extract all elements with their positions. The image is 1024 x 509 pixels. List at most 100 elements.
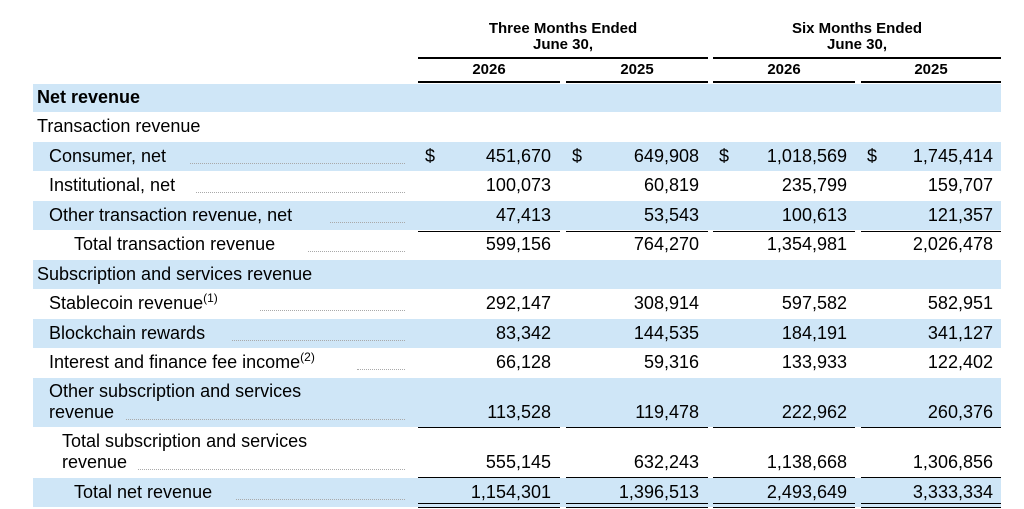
three-months-header-line1: Three Months Ended bbox=[488, 20, 638, 37]
label-other-transaction: Other transaction revenue, net bbox=[49, 205, 293, 225]
rule-above-total-transaction-c4 bbox=[861, 231, 1001, 232]
cell-total-net-c2: 1,396,513 bbox=[618, 482, 699, 502]
rule-above-total-net-c1 bbox=[418, 477, 560, 478]
cell-interest-c3: 133,933 bbox=[781, 352, 847, 372]
cell-institutional-c3: 235,799 bbox=[781, 175, 847, 195]
cell-stablecoin-c4: 582,951 bbox=[927, 293, 993, 313]
label-other-subscription-2: revenue bbox=[49, 402, 115, 422]
cell-other-transaction-c2: 53,543 bbox=[643, 205, 699, 225]
label-stablecoin: Stablecoin revenue(1) bbox=[49, 291, 218, 314]
year-rule-1 bbox=[418, 81, 560, 83]
year-rule-2 bbox=[566, 81, 708, 83]
row-bg-net-revenue bbox=[33, 84, 1001, 112]
label-total-transaction: Total transaction revenue bbox=[74, 234, 276, 254]
row-bg-other-subscription bbox=[33, 378, 1001, 427]
cell-total-subscription-c2: 632,243 bbox=[633, 452, 699, 472]
row-bg-blockchain bbox=[33, 319, 1001, 348]
rule-above-total-net-c2 bbox=[566, 477, 708, 478]
three-months-header: Three Months Ended June 30, bbox=[418, 21, 708, 53]
year-col-1: 2026 bbox=[472, 61, 506, 78]
label-net-revenue: Net revenue bbox=[37, 87, 141, 107]
rule-above-total-transaction-c2 bbox=[566, 231, 708, 232]
double-rule-total-net-c3 bbox=[713, 503, 855, 508]
cell-other-transaction-c3: 100,613 bbox=[781, 205, 847, 225]
cell-total-transaction-c2: 764,270 bbox=[633, 234, 699, 254]
row-bg-total-net bbox=[33, 478, 1001, 507]
footnote-1: (1) bbox=[203, 291, 218, 305]
stablecoin-text: Stablecoin revenue bbox=[49, 293, 204, 313]
double-rule-total-net-c2 bbox=[566, 503, 708, 508]
cell-consumer-c2: 649,908 bbox=[633, 146, 699, 166]
rule-above-total-net-c4 bbox=[861, 477, 1001, 478]
cell-other-transaction-c4: 121,357 bbox=[927, 205, 993, 225]
label-institutional-net: Institutional, net bbox=[49, 175, 176, 195]
rule-above-total-transaction-c1 bbox=[418, 231, 560, 232]
rule-above-total-subscription-c4 bbox=[861, 427, 1001, 428]
dollar-sign-col-3: $ bbox=[719, 146, 730, 166]
label-total-subscription-2: revenue bbox=[62, 452, 128, 472]
year-col-4: 2025 bbox=[914, 61, 948, 78]
cell-total-subscription-c4: 1,306,856 bbox=[912, 452, 993, 472]
label-other-subscription-1: Other subscription and services bbox=[49, 381, 302, 401]
cell-total-transaction-c3: 1,354,981 bbox=[766, 234, 847, 254]
cell-stablecoin-c2: 308,914 bbox=[633, 293, 699, 313]
dollar-sign-col-1: $ bbox=[425, 146, 436, 166]
leader-total-subscription bbox=[138, 469, 405, 470]
cell-total-transaction-c1: 599,156 bbox=[485, 234, 551, 254]
three-months-header-rule bbox=[418, 57, 708, 59]
leader-other-subscription bbox=[126, 419, 405, 420]
label-blockchain-rewards: Blockchain rewards bbox=[49, 323, 206, 343]
cell-other-subscription-c4: 260,376 bbox=[927, 402, 993, 422]
rule-above-total-subscription-c2 bbox=[566, 427, 708, 428]
cell-consumer-c3: 1,018,569 bbox=[766, 146, 847, 166]
dollar-sign-col-2: $ bbox=[572, 146, 583, 166]
year-col-3: 2026 bbox=[767, 61, 801, 78]
leader-total-transaction bbox=[308, 251, 405, 252]
year-rule-3 bbox=[713, 81, 855, 83]
row-bg-other-transaction bbox=[33, 201, 1001, 230]
double-rule-total-net-c1 bbox=[418, 503, 560, 508]
cell-other-subscription-c1: 113,528 bbox=[487, 402, 551, 422]
label-transaction-revenue: Transaction revenue bbox=[37, 116, 201, 136]
label-consumer-net: Consumer, net bbox=[49, 146, 167, 166]
leader-stablecoin bbox=[260, 310, 405, 311]
cell-consumer-c4: 1,745,414 bbox=[912, 146, 993, 166]
year-col-2: 2025 bbox=[620, 61, 654, 78]
leader-other-transaction bbox=[330, 222, 405, 223]
row-bg-subscription bbox=[33, 260, 1001, 289]
cell-interest-c4: 122,402 bbox=[927, 352, 993, 372]
cell-interest-c1: 66,128 bbox=[495, 352, 551, 372]
rule-above-total-transaction-c3 bbox=[713, 231, 855, 232]
leader-interest bbox=[357, 369, 405, 370]
leader-institutional bbox=[196, 192, 405, 193]
cell-institutional-c2: 60,819 bbox=[643, 175, 699, 195]
rule-above-total-net-c3 bbox=[713, 477, 855, 478]
cell-total-net-c3: 2,493,649 bbox=[766, 482, 847, 502]
cell-stablecoin-c3: 597,582 bbox=[781, 293, 847, 313]
six-months-header-line1: Six Months Ended bbox=[791, 20, 922, 37]
row-bg-consumer bbox=[33, 142, 1001, 171]
cell-total-subscription-c3: 1,138,668 bbox=[766, 452, 847, 472]
cell-blockchain-c1: 83,342 bbox=[495, 323, 551, 343]
cell-interest-c2: 59,316 bbox=[643, 352, 699, 372]
label-subscription-services: Subscription and services revenue bbox=[37, 264, 313, 284]
cell-blockchain-c3: 184,191 bbox=[781, 323, 847, 343]
cell-institutional-c4: 159,707 bbox=[927, 175, 993, 195]
six-months-header-rule bbox=[713, 57, 1001, 59]
cell-total-subscription-c1: 555,145 bbox=[485, 452, 551, 472]
cell-total-transaction-c4: 2,026,478 bbox=[912, 234, 993, 254]
leader-blockchain bbox=[232, 340, 405, 341]
three-months-header-line2: June 30, bbox=[532, 36, 594, 53]
rule-above-total-subscription-c1 bbox=[418, 427, 560, 428]
cell-other-subscription-c2: 119,478 bbox=[635, 402, 699, 422]
label-interest-finance: Interest and finance fee income(2) bbox=[49, 351, 315, 373]
leader-consumer bbox=[190, 163, 405, 164]
rule-above-total-subscription-c3 bbox=[713, 427, 855, 428]
six-months-header: Six Months Ended June 30, bbox=[713, 21, 1001, 53]
leader-total-net bbox=[236, 499, 405, 500]
cell-institutional-c1: 100,073 bbox=[485, 175, 551, 195]
label-total-subscription-1: Total subscription and services bbox=[62, 431, 308, 451]
cell-total-net-c1: 1,154,301 bbox=[470, 482, 551, 502]
double-rule-total-net-c4 bbox=[861, 503, 1001, 508]
